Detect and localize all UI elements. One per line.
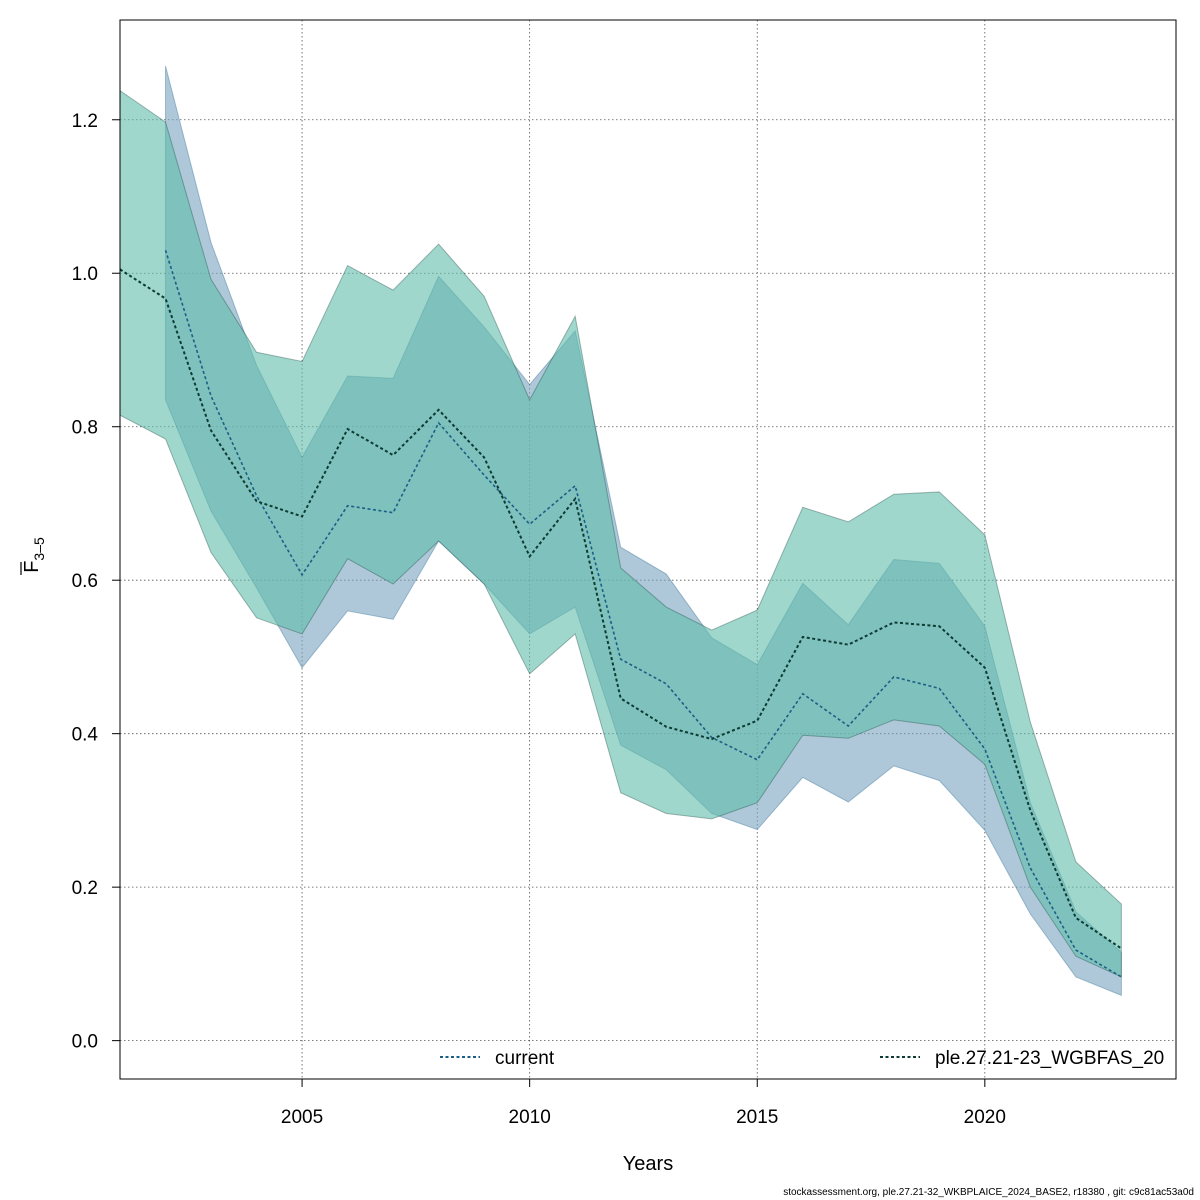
y-axis-title-sub: 3–5 xyxy=(31,537,47,561)
legend-label-2: ple.27.21-23_WGBFAS_20 xyxy=(935,1048,1164,1069)
y-tick-label: 0.2 xyxy=(72,878,98,899)
y-tick-label: 1.0 xyxy=(72,264,98,285)
x-tick-label: 2010 xyxy=(509,1107,551,1128)
y-tick-label: 0.0 xyxy=(72,1032,98,1053)
x-axis-title: Years xyxy=(623,1153,673,1175)
footer-caption: stockassessment.org, ple.27.21-32_WKBPLA… xyxy=(783,1187,1194,1198)
y-tick-label: 0.4 xyxy=(72,725,99,746)
x-tick-label: 2005 xyxy=(281,1107,323,1128)
confidence-bands xyxy=(119,65,1122,997)
y-axis: 0.0 0.2 0.4 0.6 0.8 1.0 1.2 xyxy=(72,111,120,1053)
y-axis-title: F3–5 xyxy=(20,537,47,575)
series-line-2 xyxy=(119,268,1122,950)
confidence-band-2 xyxy=(119,89,1122,978)
series-lines xyxy=(119,249,1122,978)
y-tick-label: 0.6 xyxy=(72,571,98,592)
legend: current ple.27.21-23_WGBFAS_20 xyxy=(440,1048,1164,1069)
legend-label-1: current xyxy=(495,1048,555,1069)
plot-frame xyxy=(119,19,1177,1080)
y-tick-label: 1.2 xyxy=(72,111,98,132)
x-tick-label: 2015 xyxy=(736,1107,778,1128)
x-axis: 2005 2010 2015 2020 xyxy=(281,1079,1006,1128)
svg-text:F3–5: F3–5 xyxy=(21,537,47,573)
y-tick-label: 0.8 xyxy=(72,418,98,439)
y-axis-title-main: F xyxy=(21,561,43,573)
x-tick-label: 2020 xyxy=(964,1107,1006,1128)
